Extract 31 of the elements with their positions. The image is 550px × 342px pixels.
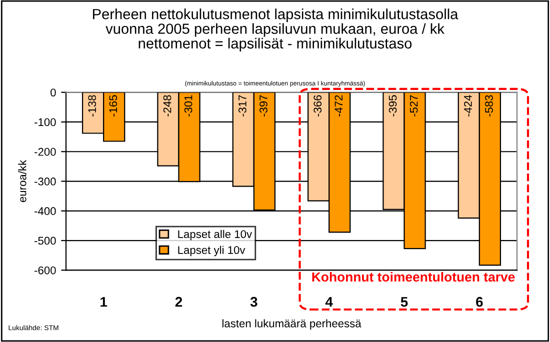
text: Kohonnut toimeentulotuen tarve <box>312 272 515 282</box>
y-tick-label: -500 <box>34 236 56 245</box>
y-tick-label: -100 <box>34 118 56 126</box>
data-label: -301 <box>184 95 192 116</box>
data-label: -395 <box>388 95 397 116</box>
y-axis-title: euroa/kk <box>18 160 26 202</box>
y-tick-label: -300 <box>34 178 56 186</box>
data-label: -366 <box>314 95 322 116</box>
legend-label: Lapset alle 10v <box>178 230 252 240</box>
data-label: -583 <box>485 95 493 116</box>
data-label: -472 <box>334 95 342 116</box>
y-tick-label: -600 <box>34 266 56 274</box>
x-tick-label: 4 <box>325 297 333 307</box>
y-tick-label: -200 <box>34 148 56 156</box>
data-label: -527 <box>410 95 418 116</box>
data-label: -397 <box>260 95 268 116</box>
legend-label: Lapset yli 10v <box>178 246 246 256</box>
data-label: -317 <box>238 95 246 116</box>
data-label: -424 <box>464 95 472 116</box>
data-label: -138 <box>88 95 96 116</box>
x-tick-label: 1 <box>100 297 108 307</box>
x-tick-label: 3 <box>250 296 258 307</box>
data-label: -165 <box>109 95 118 116</box>
x-tick-label: 2 <box>175 296 182 307</box>
y-tick-label: -400 <box>34 207 56 216</box>
x-axis-title: lasten lukumäärä perheessä <box>222 319 362 330</box>
x-tick-label: 5 <box>400 297 408 307</box>
x-tick-label: 6 <box>476 296 483 307</box>
chart-title: Perheen nettokulutusmenot lapsista minimikulutustasolla vuonna 2005 perheen lapsiluvun mukaan, euroa / kk nettomenot = lapsilisät - minimikulutustaso <box>93 8 458 52</box>
data-label: -248 <box>163 95 172 116</box>
y-tick-label: 0 <box>50 88 56 96</box>
